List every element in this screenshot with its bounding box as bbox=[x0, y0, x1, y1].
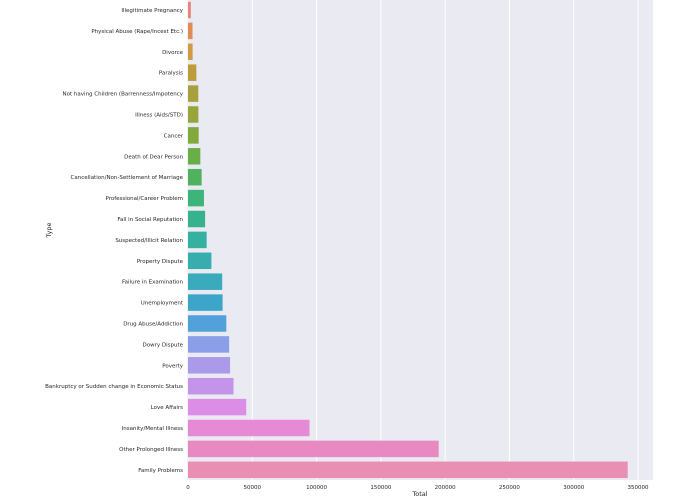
x-tick-label: 250000 bbox=[499, 485, 520, 491]
bar bbox=[188, 461, 628, 479]
bar bbox=[188, 336, 230, 353]
bar bbox=[188, 440, 439, 458]
bar bbox=[188, 85, 199, 102]
bar bbox=[188, 398, 247, 416]
y-tick-label: Drug Abuse/Addiction bbox=[123, 322, 183, 328]
bar bbox=[188, 43, 193, 61]
y-axis-label: Type bbox=[45, 223, 53, 239]
grid-lines bbox=[187, 0, 639, 480]
plot-background bbox=[187, 0, 653, 480]
y-tick-label: Cancellation/Non-Settlement of Marriage bbox=[71, 175, 184, 181]
bar bbox=[188, 252, 212, 270]
bar bbox=[188, 357, 231, 374]
y-tick-label: Divorce bbox=[162, 50, 184, 56]
y-tick-label: Suspected/Illicit Relation bbox=[115, 238, 183, 244]
x-tick-labels: 0 50000 100000 150000 200000 250000 300000 3500… bbox=[186, 485, 649, 491]
x-tick-label: 50000 bbox=[244, 485, 262, 491]
bar bbox=[188, 1, 191, 19]
bar bbox=[188, 189, 204, 207]
y-tick-label: Professional/Career Problem bbox=[105, 196, 183, 202]
bar bbox=[188, 106, 199, 123]
y-tick-label: Bankruptcy or Sudden change in Economic … bbox=[45, 384, 183, 390]
bar bbox=[188, 210, 206, 228]
bar bbox=[188, 168, 202, 186]
bar bbox=[188, 273, 223, 290]
bar bbox=[188, 231, 207, 249]
y-tick-label: Poverty bbox=[162, 363, 184, 369]
y-tick-label: Fall in Social Reputation bbox=[117, 217, 183, 223]
y-tick-label: Property Dispute bbox=[137, 259, 184, 265]
bar bbox=[188, 419, 310, 437]
bar bbox=[188, 315, 227, 332]
y-tick-label: Illness (Aids/STD) bbox=[135, 113, 183, 119]
bar bbox=[188, 22, 193, 40]
bars bbox=[188, 1, 628, 479]
y-tick-label: Not having Children (Barrenness/Impotenc… bbox=[63, 92, 184, 98]
y-tick-label: Family Problems bbox=[138, 468, 183, 474]
bar bbox=[188, 377, 234, 395]
x-tick-label: 150000 bbox=[370, 485, 391, 491]
y-tick-label: Unemployment bbox=[141, 301, 184, 307]
y-tick-labels: Illegitimate Pregnancy Physical Abuse (Ra… bbox=[45, 8, 184, 474]
y-tick-label: Other Prolonged Illness bbox=[119, 447, 183, 453]
bar bbox=[188, 148, 201, 165]
y-tick-label: Cancer bbox=[164, 133, 184, 139]
bar bbox=[188, 294, 223, 311]
y-tick-label: Paralysis bbox=[159, 71, 183, 77]
y-tick-label: Insanity/Mental Illness bbox=[122, 426, 183, 432]
y-tick-label: Dowry Dispute bbox=[142, 342, 183, 348]
x-tick-label: 300000 bbox=[563, 485, 584, 491]
y-tick-label: Failure in Examination bbox=[122, 280, 183, 286]
y-tick-label: Physical Abuse (Rape/Incest Etc.) bbox=[91, 29, 183, 35]
y-tick-label: Love Affairs bbox=[151, 405, 183, 411]
x-axis-label: Total bbox=[411, 490, 427, 498]
x-tick-label: 0 bbox=[186, 485, 190, 491]
y-tick-label: Illegitimate Pregnancy bbox=[121, 8, 183, 14]
x-tick-label: 200000 bbox=[435, 485, 456, 491]
bar bbox=[188, 64, 197, 81]
bar bbox=[188, 127, 199, 144]
x-tick-label: 350000 bbox=[628, 485, 649, 491]
x-tick-label: 100000 bbox=[306, 485, 327, 491]
y-tick-label: Death of Dear Person bbox=[124, 154, 183, 160]
